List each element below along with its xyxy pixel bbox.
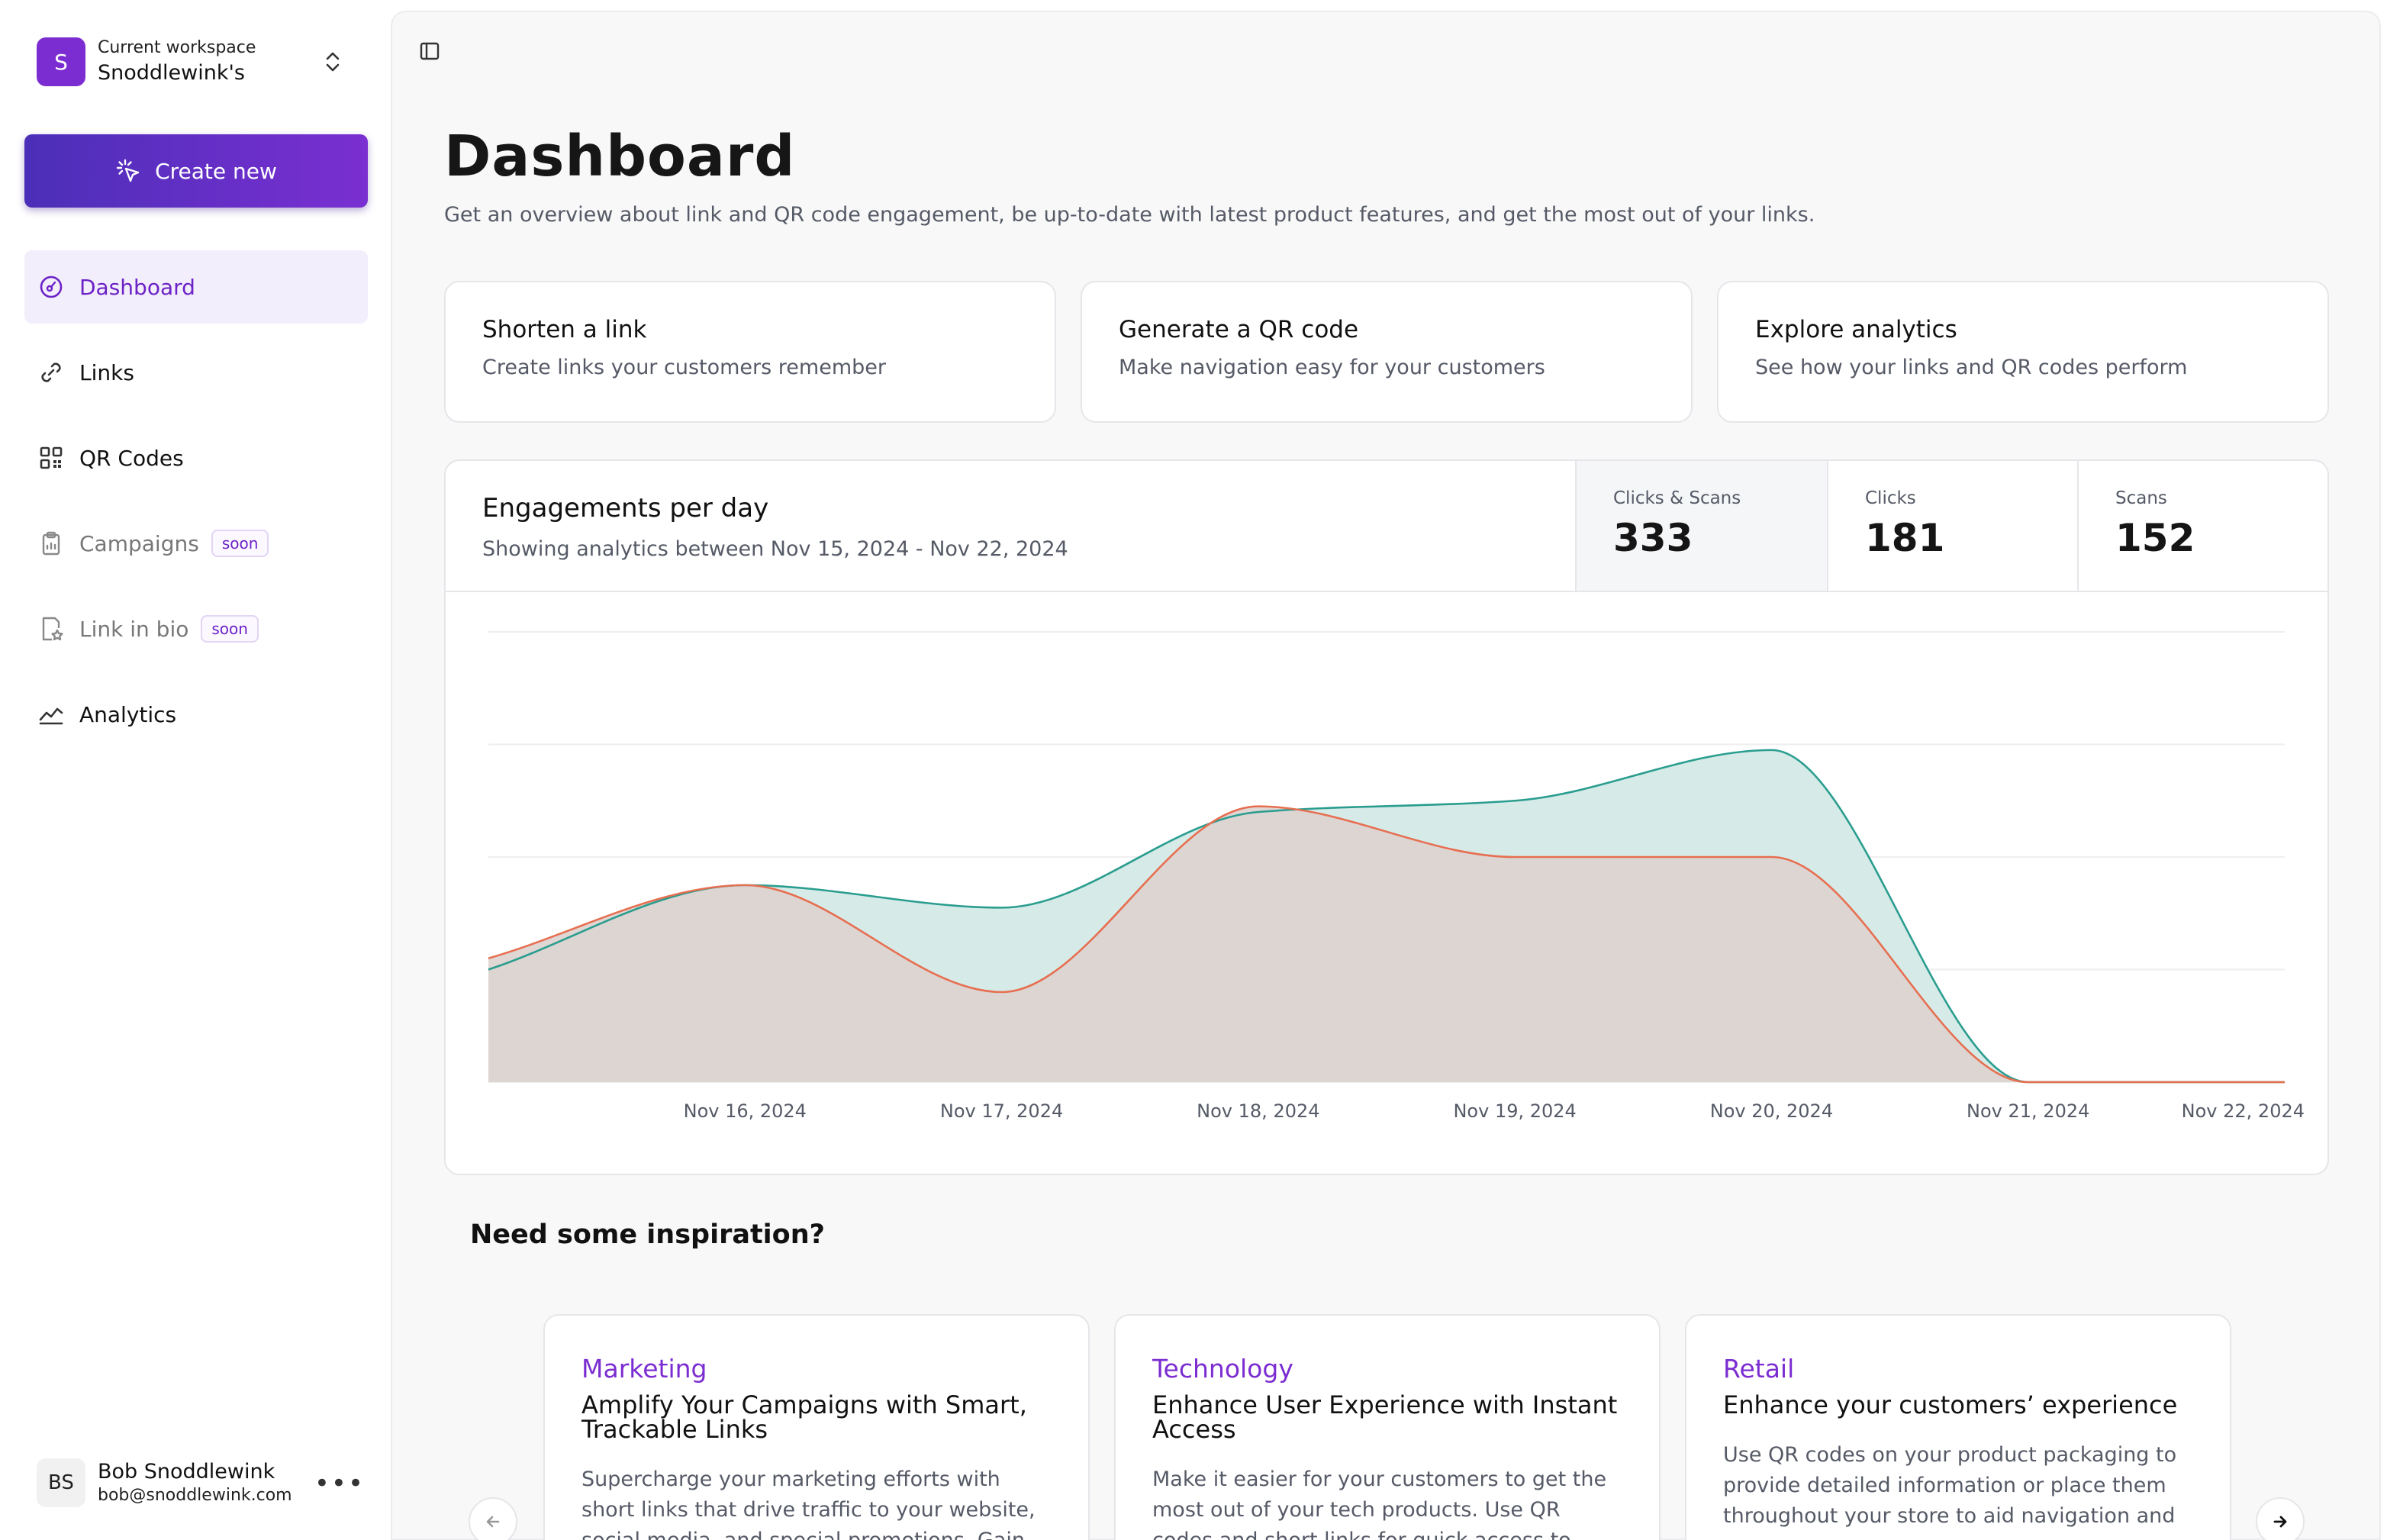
analytics-chart-icon (39, 707, 63, 725)
stat-clicks-and-scans[interactable]: Clicks & Scans 333 (1575, 461, 1827, 591)
workspace-name: Snoddlewink's (98, 60, 245, 85)
chart-title: Engagements per day (482, 493, 769, 524)
card-body: Supercharge your marketing efforts with … (581, 1468, 1036, 1540)
card-title: Enhance User Experience with Instant Acc… (1152, 1390, 1618, 1444)
sidebar-item-label: QR Codes (79, 445, 184, 471)
sidebar-item-campaigns: Campaigns soon (24, 507, 368, 580)
card-title: Enhance your customers’ experience (1723, 1390, 2178, 1419)
arrow-right-icon (2273, 1516, 2287, 1528)
link-icon (41, 362, 61, 382)
workspace-switcher[interactable]: S Current workspace Snoddlewink's (37, 37, 357, 87)
x-tick-label: Nov 17, 2024 (940, 1100, 1063, 1122)
dashboard-icon (40, 275, 63, 298)
card-body: Use QR codes on your product packaging t… (1723, 1443, 2177, 1528)
series-area-1 (488, 806, 2285, 1082)
carousel-next-button[interactable] (2256, 1497, 2305, 1540)
soon-badge: soon (211, 530, 269, 557)
card-description: Make navigation easy for your customers (1119, 356, 1545, 379)
qr-code-icon (40, 446, 63, 469)
stat-clicks[interactable]: Clicks 181 (1827, 461, 2079, 591)
create-new-label: Create new (155, 158, 277, 184)
inspiration-card-technology[interactable]: Technology Enhance User Experience with … (1114, 1314, 1661, 1540)
x-tick-label: Nov 19, 2024 (1453, 1100, 1576, 1122)
shorten-link-card[interactable]: Shorten a link Create links your custome… (444, 281, 1056, 423)
create-new-button[interactable]: Create new (24, 134, 368, 208)
card-title: Shorten a link (482, 316, 647, 343)
x-tick-label: Nov 18, 2024 (1197, 1100, 1319, 1122)
chart-date-range: Showing analytics between Nov 15, 2024 -… (482, 537, 1068, 561)
card-title: Explore analytics (1755, 316, 1957, 343)
card-category: Marketing (581, 1354, 707, 1384)
card-description: See how your links and QR codes perform (1755, 356, 2188, 379)
x-tick-label: Nov 21, 2024 (1967, 1100, 2089, 1122)
sidebar-item-label: Campaigns (79, 530, 199, 556)
workspace-avatar: S (37, 37, 85, 86)
stat-value: 181 (1865, 516, 1945, 560)
sidebar-item-qr-codes[interactable]: QR Codes (24, 421, 368, 495)
user-email: bob@snoddlewink.com (98, 1486, 292, 1506)
card-category: Technology (1152, 1354, 1293, 1384)
sidebar-toggle-icon[interactable] (418, 40, 441, 63)
engagement-chart-card: Engagements per day Showing analytics be… (444, 459, 2329, 1175)
series-line-1 (488, 805, 2285, 1084)
sparkle-cursor-icon (116, 159, 140, 182)
generate-qr-card[interactable]: Generate a QR code Make navigation easy … (1081, 281, 1693, 423)
sidebar-item-dashboard[interactable]: Dashboard (24, 250, 368, 324)
user-name: Bob Snoddlewink (98, 1460, 275, 1484)
main-content: Dashboard Get an overview about link and… (391, 11, 2381, 1540)
x-tick-label: Nov 20, 2024 (1710, 1100, 1833, 1122)
carousel-prev-button[interactable] (469, 1497, 517, 1540)
inspiration-title: Need some inspiration? (470, 1219, 825, 1250)
sidebar-item-label: Link in bio (79, 616, 189, 642)
stat-value: 152 (2115, 516, 2195, 560)
engagement-area-chart: Nov 16, 2024 Nov 17, 2024 Nov 18, 2024 Nov … (488, 631, 2305, 1122)
avatar: BS (37, 1458, 85, 1507)
more-options-icon[interactable]: ••• (314, 1468, 365, 1499)
stat-scans[interactable]: Scans 152 (2077, 461, 2327, 591)
user-profile[interactable]: BS Bob Snoddlewink bob@snoddlewink.com •… (37, 1458, 365, 1508)
chevron-up-down-icon[interactable] (321, 49, 345, 75)
sidebar-item-analytics[interactable]: Analytics (24, 678, 368, 751)
page-subtitle: Get an overview about link and QR code e… (444, 203, 1815, 227)
sidebar-item-label: Dashboard (79, 274, 195, 300)
soon-badge: soon (201, 615, 259, 643)
card-description: Create links your customers remember (482, 356, 886, 379)
page-title: Dashboard (444, 124, 796, 189)
card-title: Amplify Your Campaigns with Smart, Track… (581, 1390, 1027, 1444)
card-body: Make it easier for your customers to get… (1152, 1468, 1607, 1540)
inspiration-card-marketing[interactable]: Marketing Amplify Your Campaigns with Sm… (543, 1314, 1090, 1540)
sidebar: S Current workspace Snoddlewink's Create… (0, 0, 391, 1540)
series-line-0 (488, 749, 2285, 1084)
main-nav: Dashboard Links QR Codes (24, 250, 368, 763)
sidebar-item-link-in-bio: Link in bio soon (24, 592, 368, 665)
bio-page-icon (42, 617, 63, 641)
sidebar-item-links[interactable]: Links (24, 336, 368, 409)
card-category: Retail (1723, 1354, 1795, 1384)
clipboard-icon (42, 531, 60, 556)
chart-header: Engagements per day Showing analytics be… (446, 461, 2327, 592)
workspace-caption: Current workspace (98, 38, 256, 58)
stat-label: Scans (2115, 488, 2167, 508)
stat-label: Clicks & Scans (1613, 488, 1741, 508)
stat-value: 333 (1613, 516, 1693, 560)
arrow-left-icon (486, 1516, 500, 1528)
card-title: Generate a QR code (1119, 316, 1359, 343)
x-tick-label: Nov 22, 2024 (2182, 1100, 2305, 1122)
sidebar-item-label: Links (79, 359, 134, 385)
inspiration-card-retail[interactable]: Retail Enhance your customers’ experienc… (1685, 1314, 2231, 1540)
x-tick-label: Nov 16, 2024 (684, 1100, 807, 1122)
stat-label: Clicks (1865, 488, 1916, 508)
sidebar-item-label: Analytics (79, 701, 177, 727)
explore-analytics-card[interactable]: Explore analytics See how your links and… (1717, 281, 2329, 423)
